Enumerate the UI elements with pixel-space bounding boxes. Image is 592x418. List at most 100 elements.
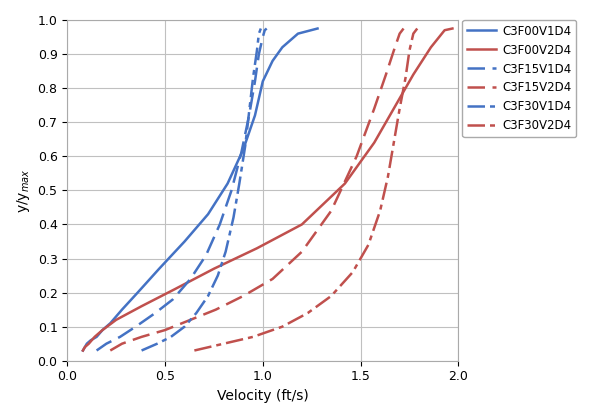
C3F15V1D4 bbox=[216, 222, 223, 227]
C3F00V1D4 bbox=[99, 328, 106, 333]
C3F30V2D4 bbox=[327, 293, 334, 298]
C3F00V2D4 bbox=[410, 72, 417, 77]
C3F00V1D4 bbox=[134, 290, 141, 295]
C3F15V2D4 bbox=[187, 317, 194, 322]
C3F30V2D4 bbox=[349, 270, 356, 275]
C3F30V1D4 bbox=[255, 31, 262, 36]
C3F30V1D4 bbox=[249, 75, 256, 80]
C3F00V2D4 bbox=[79, 348, 86, 353]
C3F00V2D4 bbox=[138, 304, 145, 309]
C3F00V1D4 bbox=[240, 147, 247, 152]
C3F30V1D4 bbox=[214, 273, 221, 278]
C3F00V2D4 bbox=[298, 222, 305, 227]
C3F00V2D4 bbox=[392, 103, 399, 108]
C3F30V2D4 bbox=[414, 26, 421, 31]
C3F15V2D4 bbox=[213, 307, 220, 312]
C3F15V1D4 bbox=[169, 297, 176, 302]
C3F30V1D4 bbox=[253, 48, 260, 53]
C3F30V2D4 bbox=[377, 208, 384, 213]
C3F30V1D4 bbox=[236, 181, 243, 186]
C3F00V1D4 bbox=[269, 59, 276, 64]
C3F15V1D4 bbox=[93, 348, 100, 353]
C3F15V1D4 bbox=[187, 276, 194, 281]
C3F15V1D4 bbox=[246, 113, 253, 118]
C3F15V1D4 bbox=[202, 252, 210, 257]
C3F00V2D4 bbox=[112, 317, 120, 322]
C3F30V1D4 bbox=[138, 348, 145, 353]
Line: C3F00V1D4: C3F00V1D4 bbox=[83, 28, 317, 351]
C3F00V1D4 bbox=[83, 341, 91, 346]
C3F15V2D4 bbox=[353, 154, 360, 159]
Legend: C3F00V1D4, C3F00V2D4, C3F15V1D4, C3F15V2D4, C3F30V1D4, C3F30V2D4: C3F00V1D4, C3F00V2D4, C3F15V1D4, C3F15V2… bbox=[462, 20, 577, 137]
C3F00V2D4 bbox=[342, 181, 349, 186]
C3F15V2D4 bbox=[240, 293, 247, 298]
C3F15V2D4 bbox=[400, 26, 407, 31]
C3F15V1D4 bbox=[238, 150, 245, 155]
C3F00V1D4 bbox=[204, 212, 211, 217]
C3F30V1D4 bbox=[242, 143, 249, 148]
C3F15V1D4 bbox=[252, 79, 259, 84]
C3F00V2D4 bbox=[449, 26, 456, 31]
Line: C3F15V1D4: C3F15V1D4 bbox=[96, 28, 267, 351]
C3F30V2D4 bbox=[410, 31, 417, 36]
C3F15V2D4 bbox=[118, 341, 126, 346]
C3F00V1D4 bbox=[87, 338, 94, 343]
C3F30V2D4 bbox=[396, 106, 403, 111]
C3F30V2D4 bbox=[365, 242, 372, 247]
C3F30V2D4 bbox=[220, 341, 227, 346]
C3F15V1D4 bbox=[132, 324, 139, 329]
C3F15V1D4 bbox=[263, 26, 271, 31]
C3F30V2D4 bbox=[279, 324, 286, 329]
C3F00V1D4 bbox=[118, 307, 126, 312]
Y-axis label: y/y$_{max}$: y/y$_{max}$ bbox=[15, 168, 32, 213]
C3F00V2D4 bbox=[427, 45, 435, 50]
C3F30V1D4 bbox=[222, 249, 229, 254]
C3F15V2D4 bbox=[327, 208, 334, 213]
C3F30V1D4 bbox=[193, 311, 200, 316]
C3F15V2D4 bbox=[269, 276, 276, 281]
C3F00V2D4 bbox=[81, 344, 88, 349]
C3F00V1D4 bbox=[79, 348, 86, 353]
C3F00V2D4 bbox=[210, 266, 217, 271]
C3F15V1D4 bbox=[117, 334, 124, 339]
C3F00V2D4 bbox=[171, 287, 178, 292]
C3F15V2D4 bbox=[162, 328, 169, 333]
C3F00V1D4 bbox=[259, 79, 266, 84]
X-axis label: Velocity (ft/s): Velocity (ft/s) bbox=[217, 389, 308, 403]
C3F15V2D4 bbox=[138, 334, 145, 339]
C3F15V2D4 bbox=[107, 348, 114, 353]
C3F30V2D4 bbox=[249, 334, 256, 339]
C3F30V1D4 bbox=[168, 334, 175, 339]
C3F30V1D4 bbox=[204, 293, 211, 298]
C3F30V1D4 bbox=[154, 341, 161, 346]
Line: C3F30V2D4: C3F30V2D4 bbox=[194, 28, 417, 351]
C3F15V1D4 bbox=[259, 35, 266, 40]
C3F15V2D4 bbox=[390, 48, 397, 53]
C3F00V2D4 bbox=[99, 328, 106, 333]
C3F30V1D4 bbox=[181, 324, 188, 329]
C3F15V1D4 bbox=[255, 51, 262, 56]
C3F15V2D4 bbox=[382, 72, 390, 77]
C3F00V2D4 bbox=[371, 140, 378, 145]
Line: C3F15V2D4: C3F15V2D4 bbox=[110, 28, 404, 351]
C3F15V1D4 bbox=[228, 188, 235, 193]
C3F30V2D4 bbox=[191, 348, 198, 353]
C3F30V1D4 bbox=[246, 110, 253, 115]
C3F00V2D4 bbox=[85, 341, 92, 346]
C3F15V2D4 bbox=[371, 106, 378, 111]
C3F00V1D4 bbox=[294, 31, 301, 36]
C3F15V2D4 bbox=[298, 249, 305, 254]
C3F00V1D4 bbox=[93, 334, 100, 339]
C3F00V1D4 bbox=[156, 266, 163, 271]
C3F15V1D4 bbox=[103, 341, 110, 346]
Line: C3F00V2D4: C3F00V2D4 bbox=[83, 28, 452, 351]
C3F00V1D4 bbox=[252, 113, 259, 118]
C3F30V2D4 bbox=[402, 75, 409, 80]
C3F00V1D4 bbox=[181, 239, 188, 244]
C3F15V1D4 bbox=[261, 28, 268, 33]
C3F30V1D4 bbox=[258, 26, 265, 31]
C3F15V1D4 bbox=[152, 311, 159, 316]
C3F00V2D4 bbox=[91, 334, 98, 339]
C3F15V2D4 bbox=[396, 31, 403, 36]
C3F30V1D4 bbox=[230, 215, 237, 220]
